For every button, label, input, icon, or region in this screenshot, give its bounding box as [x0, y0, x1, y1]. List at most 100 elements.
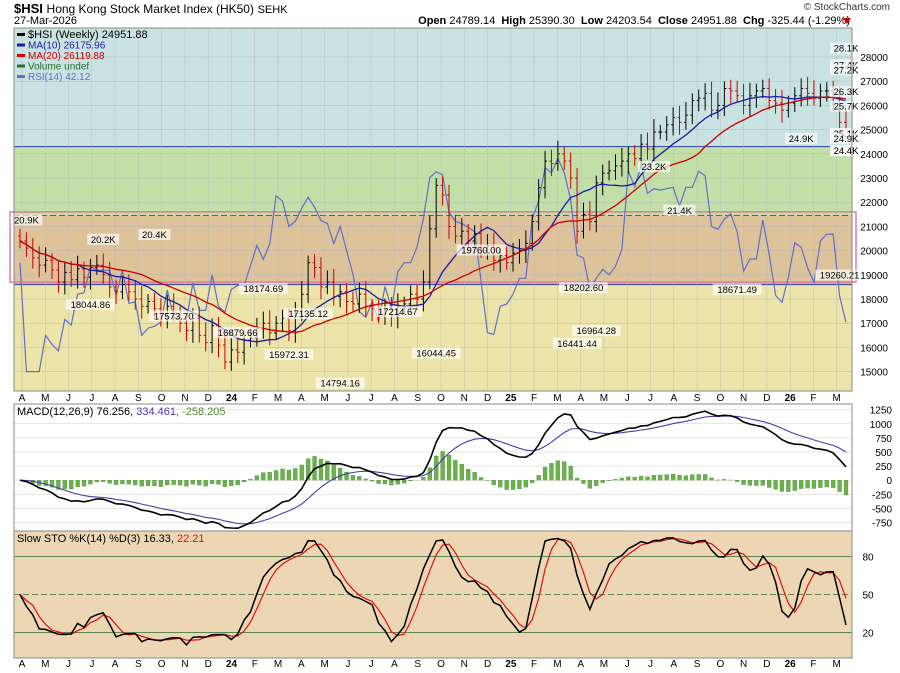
- value-label: 16044.45: [416, 348, 456, 359]
- month-tick-lower: J: [625, 659, 630, 670]
- month-tick: 25: [505, 393, 517, 404]
- month-tick: M: [274, 393, 282, 404]
- macd-hist-bar: [581, 480, 586, 484]
- macd-hist-bar: [318, 458, 324, 481]
- price-tick: 28000: [860, 53, 888, 64]
- month-tick-lower: M: [833, 659, 841, 670]
- price-tick: 23000: [860, 174, 888, 185]
- value-label-bg: [411, 347, 461, 359]
- month-tick-lower: N: [181, 659, 188, 670]
- month-tick-lower: 26: [785, 659, 797, 670]
- month-tick-lower: M: [553, 659, 561, 670]
- macd-hist-bar: [767, 480, 772, 488]
- macd-tick: 750: [875, 434, 892, 445]
- macd-hist-bar: [606, 480, 612, 481]
- macd-hist-bar: [370, 480, 375, 482]
- macd-hist-bar: [555, 460, 561, 481]
- month-tick-lower: S: [135, 659, 142, 670]
- value-label: 24.9K: [834, 134, 859, 145]
- price-tick: 20000: [860, 247, 888, 258]
- month-tick-lower: N: [740, 659, 747, 670]
- macd-label: MACD(12,26,9) 76.256, 334.461, -258.205: [17, 406, 226, 418]
- value-label-bg: [830, 100, 862, 112]
- macd-bg: [14, 404, 852, 531]
- macd-hist-bar: [49, 480, 55, 488]
- macd-hist-bar: [734, 480, 740, 482]
- macd-hist-bar: [722, 479, 727, 481]
- macd-hist-bar: [286, 469, 292, 481]
- value-label: 26.3K: [834, 87, 859, 98]
- month-tick: A: [112, 393, 119, 404]
- macd-hist-bar: [56, 480, 61, 490]
- value-label-bg: [456, 244, 506, 256]
- macd-hist-bar: [491, 480, 496, 486]
- sto-tick: 50: [862, 591, 874, 602]
- macd-tick: -250: [872, 490, 892, 501]
- macd-hist-bar: [459, 463, 464, 481]
- price-tick: 18000: [860, 295, 888, 306]
- macd-hist-bar: [670, 473, 676, 481]
- macd-hist-bar: [587, 480, 593, 489]
- value-label: 18044.86: [71, 300, 111, 311]
- macd-tick: -750: [872, 519, 892, 530]
- macd-hist-bar: [235, 480, 240, 486]
- month-tick: A: [298, 393, 305, 404]
- macd-hist-bar: [177, 480, 183, 486]
- month-tick: J: [648, 393, 653, 404]
- value-label-bg: [663, 204, 696, 216]
- macd-hist-bar: [786, 480, 791, 492]
- macd-hist-bar: [241, 480, 247, 483]
- month-tick-lower: S: [694, 659, 701, 670]
- month-tick: 24: [226, 393, 238, 404]
- macd-hist-bar: [792, 480, 797, 491]
- price-tick: 16000: [860, 343, 888, 354]
- macd-hist-bar: [402, 480, 407, 484]
- value-label: 24.4K: [834, 146, 859, 157]
- close-label: Close: [657, 15, 688, 27]
- macd-hist-bar: [209, 480, 215, 484]
- macd-hist-bar: [702, 474, 708, 481]
- macd-hist-bar: [113, 480, 119, 485]
- month-tick-lower: D: [763, 659, 770, 670]
- sto-label-text: Slow STO %K(14) %D(3) 16.33,: [17, 533, 177, 545]
- month-tick: F: [252, 393, 258, 404]
- value-label: 17135.12: [288, 309, 328, 320]
- macd-hist-bar: [754, 480, 759, 486]
- band-bg_yellow: [14, 284, 852, 391]
- value-label: 18202.60: [564, 283, 604, 294]
- legend-volume-swatch: [17, 64, 25, 68]
- macd-hist-bar: [683, 475, 689, 481]
- macd-hist-bar: [645, 476, 650, 481]
- ma20-line: [19, 96, 847, 333]
- macd-hist-bar: [523, 480, 528, 488]
- month-tick-lower: F: [810, 659, 816, 670]
- month-tick-lower: J: [66, 659, 71, 670]
- price-tick: 25000: [860, 126, 888, 137]
- value-label-bg: [10, 214, 43, 226]
- macd-hist-bar: [811, 480, 817, 489]
- month-tick-lower: S: [414, 659, 421, 670]
- value-label-bg: [66, 298, 115, 310]
- symbol-text: $HSI: [14, 1, 43, 16]
- value-label: 16441.44: [557, 339, 597, 350]
- value-label-bg: [264, 349, 314, 361]
- month-tick-lower: A: [577, 659, 584, 670]
- macd-hist-bar: [158, 480, 164, 487]
- value-label-bg: [830, 86, 862, 98]
- macd-hist-bar: [626, 476, 631, 481]
- month-tick-lower: M: [320, 659, 328, 670]
- macd-hist-bar: [382, 480, 388, 485]
- macd-hist-bar: [837, 480, 842, 492]
- macd-hist-bar: [799, 480, 804, 489]
- legend-ma10: MA(10) 26175.96: [28, 41, 106, 52]
- macd-hist-bar: [94, 480, 99, 483]
- value-label-bg: [315, 377, 365, 389]
- macd-hist-bar: [831, 480, 836, 488]
- month-tick-lower: M: [41, 659, 49, 670]
- month-tick: N: [740, 393, 747, 404]
- macd-hist-bar: [472, 472, 477, 481]
- month-tick-lower: 24: [226, 659, 238, 670]
- macd-hist-bar: [184, 480, 189, 487]
- macd-tick: 1000: [870, 420, 893, 431]
- value-label: 19260.21: [820, 271, 860, 282]
